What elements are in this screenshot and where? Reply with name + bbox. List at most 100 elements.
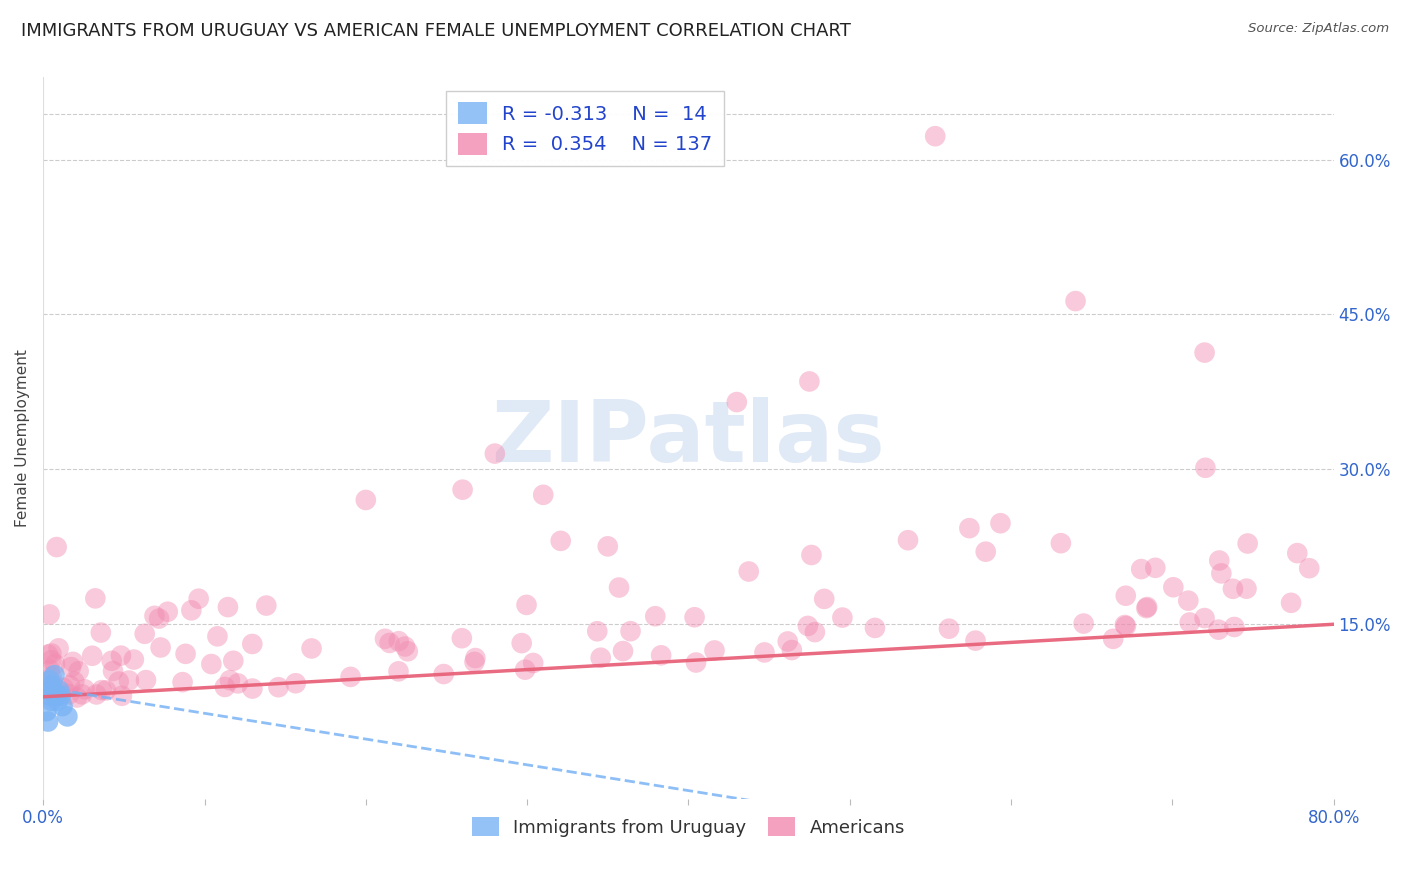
Point — [41, 669, 63, 683]
Point — [378, 636, 401, 650]
Point — [813, 591, 835, 606]
Point — [58, 687, 80, 701]
Point — [63, 674, 86, 689]
Point — [37, 714, 59, 729]
Point — [464, 651, 486, 665]
Point — [52, 681, 75, 695]
Point — [84, 591, 107, 606]
Point — [831, 610, 853, 624]
Point — [48, 683, 70, 698]
Point — [1208, 553, 1230, 567]
Point — [1178, 615, 1201, 630]
Point — [374, 632, 396, 646]
Point — [1298, 561, 1320, 575]
Point — [82, 648, 104, 663]
Point — [39, 694, 62, 708]
Point — [101, 664, 124, 678]
Y-axis label: Female Unemployment: Female Unemployment — [15, 349, 30, 527]
Point — [1073, 616, 1095, 631]
Point — [513, 663, 536, 677]
Point — [1135, 601, 1157, 615]
Point — [974, 544, 997, 558]
Point — [463, 655, 485, 669]
Point — [38, 688, 60, 702]
Point — [38, 689, 60, 703]
Point — [586, 624, 609, 639]
Point — [37, 684, 59, 698]
Point — [522, 656, 544, 670]
Point — [200, 657, 222, 671]
Point — [683, 610, 706, 624]
Point — [1115, 589, 1137, 603]
Point — [156, 605, 179, 619]
Point — [754, 645, 776, 659]
Point — [1222, 582, 1244, 596]
Point — [339, 670, 361, 684]
Point — [45, 540, 67, 554]
Point — [86, 688, 108, 702]
Point — [111, 689, 134, 703]
Point — [37, 648, 59, 662]
Point — [38, 683, 60, 698]
Point — [45, 689, 67, 703]
Point — [172, 675, 194, 690]
Point — [1279, 596, 1302, 610]
Point — [240, 637, 263, 651]
Legend: Immigrants from Uruguay, Americans: Immigrants from Uruguay, Americans — [464, 810, 912, 844]
Point — [42, 683, 65, 698]
Point — [800, 548, 823, 562]
Point — [107, 674, 129, 689]
Point — [550, 533, 572, 548]
Point — [515, 598, 537, 612]
Point — [38, 663, 60, 677]
Point — [619, 624, 641, 639]
Point — [1194, 611, 1216, 625]
Point — [100, 654, 122, 668]
Point — [1194, 460, 1216, 475]
Point — [73, 682, 96, 697]
Text: Source: ZipAtlas.com: Source: ZipAtlas.com — [1249, 22, 1389, 36]
Point — [143, 608, 166, 623]
Point — [612, 644, 634, 658]
Point — [531, 488, 554, 502]
Point — [67, 664, 90, 678]
Point — [1114, 618, 1136, 632]
Point — [1236, 536, 1258, 550]
Point — [897, 533, 920, 548]
Point — [965, 633, 987, 648]
Point — [66, 690, 89, 705]
Point — [94, 683, 117, 698]
Point — [1223, 620, 1246, 634]
Point — [217, 600, 239, 615]
Point — [1163, 580, 1185, 594]
Point — [134, 627, 156, 641]
Point — [1194, 345, 1216, 359]
Point — [148, 611, 170, 625]
Point — [1136, 599, 1159, 614]
Point — [56, 709, 79, 723]
Point — [1177, 593, 1199, 607]
Point — [433, 667, 456, 681]
Point — [214, 680, 236, 694]
Point — [1050, 536, 1073, 550]
Point — [59, 678, 82, 692]
Point — [180, 603, 202, 617]
Point — [122, 652, 145, 666]
Point — [284, 676, 307, 690]
Point — [38, 607, 60, 622]
Point — [44, 657, 66, 672]
Point — [484, 447, 506, 461]
Point — [41, 653, 63, 667]
Point — [387, 665, 409, 679]
Point — [776, 634, 799, 648]
Point — [938, 622, 960, 636]
Point — [1115, 619, 1137, 633]
Point — [90, 683, 112, 698]
Point — [510, 636, 533, 650]
Point — [607, 581, 630, 595]
Point — [267, 680, 290, 694]
Point — [1211, 566, 1233, 581]
Point — [219, 673, 242, 688]
Point — [396, 644, 419, 658]
Text: ZIPatlas: ZIPatlas — [492, 397, 886, 480]
